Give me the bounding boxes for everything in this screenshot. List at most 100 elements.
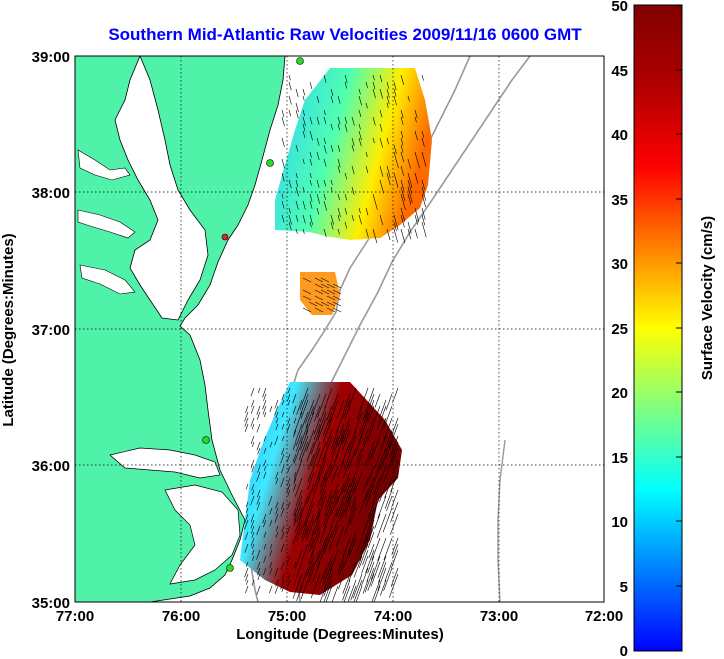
velocity-vector <box>329 399 339 424</box>
velocity-vector <box>400 130 404 139</box>
colorbar-tick-label: 0 <box>620 643 628 659</box>
velocity-vector <box>308 537 315 553</box>
velocity-vector <box>295 228 298 235</box>
velocity-vector <box>295 88 299 98</box>
colorbar-tick-label: 40 <box>611 127 628 144</box>
velocity-vector <box>386 88 390 98</box>
velocity-vector <box>256 585 261 595</box>
velocity-vector <box>365 165 369 174</box>
x-axis-label: Longitude (Degrees:Minutes) <box>236 626 444 643</box>
velocity-vector <box>358 214 362 225</box>
velocity-vector <box>269 567 273 575</box>
velocity-vector <box>385 435 393 454</box>
velocity-vector <box>263 519 267 528</box>
velocity-vector <box>275 507 279 515</box>
velocity-vector <box>414 130 418 141</box>
velocity-vector <box>320 289 330 295</box>
velocity-vector <box>274 567 279 577</box>
velocity-vector <box>325 465 333 485</box>
velocity-vector <box>386 81 390 89</box>
velocity-vector <box>358 417 369 442</box>
velocity-vector <box>337 158 341 168</box>
velocity-vector <box>335 411 345 434</box>
velocity-vector <box>351 137 355 146</box>
velocity-vector <box>301 543 309 561</box>
velocity-vector <box>392 543 399 559</box>
velocity-vector <box>322 411 333 437</box>
velocity-vector <box>348 501 357 523</box>
velocity-vector <box>293 519 297 526</box>
velocity-vector <box>393 214 399 230</box>
velocity-vector <box>341 495 351 519</box>
velocity-vector <box>308 453 315 470</box>
velocity-vector <box>366 561 375 582</box>
velocity-vector <box>373 477 381 495</box>
velocity-vector <box>304 513 315 539</box>
velocity-vector <box>379 417 387 435</box>
velocity-vector <box>358 543 369 569</box>
velocity-vector <box>359 531 369 556</box>
velocity-vector <box>281 137 285 147</box>
velocity-vector <box>323 525 333 550</box>
velocity-vector <box>311 513 321 537</box>
velocity-vector <box>385 441 393 459</box>
velocity-vector <box>310 573 321 599</box>
velocity-vector <box>317 417 327 441</box>
velocity-vector <box>421 130 425 138</box>
velocity-vector <box>344 81 348 89</box>
velocity-vector <box>367 555 375 574</box>
velocity-vector <box>400 214 405 228</box>
velocity-vector <box>365 81 368 88</box>
velocity-vector <box>257 447 261 455</box>
velocity-vector <box>347 531 357 554</box>
velocity-vector <box>281 214 285 223</box>
velocity-vector <box>309 116 313 125</box>
velocity-vector <box>275 471 279 480</box>
velocity-vector <box>330 507 339 528</box>
colorbar-tick-label: 50 <box>611 0 628 15</box>
velocity-vector <box>280 579 285 590</box>
velocity-vector <box>400 137 404 146</box>
colorbar-tick-label: 35 <box>611 192 628 209</box>
velocity-vector <box>268 495 273 506</box>
velocity-vector <box>348 483 357 505</box>
velocity-vector <box>280 453 285 464</box>
velocity-vector <box>368 417 375 434</box>
velocity-vector <box>353 555 363 578</box>
velocity-vector <box>380 465 387 481</box>
velocity-vector <box>362 549 369 566</box>
velocity-vector <box>326 295 336 301</box>
velocity-vector <box>385 393 393 411</box>
velocity-vector <box>386 165 391 179</box>
velocity-vector <box>293 561 297 568</box>
velocity-vector <box>316 537 327 563</box>
velocity-vector <box>307 561 315 579</box>
velocity-vector <box>317 483 327 507</box>
velocity-vector <box>407 228 412 240</box>
velocity-vector <box>356 453 363 469</box>
velocity-vector <box>343 489 351 507</box>
velocity-vector <box>250 519 255 529</box>
velocity-vector <box>386 172 391 186</box>
velocity-vector <box>377 405 387 430</box>
velocity-vector <box>293 459 303 482</box>
velocity-vector <box>380 453 387 470</box>
velocity-vector <box>338 501 345 518</box>
velocity-vector <box>351 144 355 152</box>
velocity-vector <box>337 123 340 131</box>
velocity-vector <box>393 81 397 91</box>
velocity-vector <box>281 423 285 430</box>
pamlico-sound <box>164 484 241 585</box>
velocity-vector <box>391 549 399 569</box>
velocity-vector <box>368 447 375 463</box>
velocity-vector <box>323 561 333 586</box>
velocity-vector <box>344 193 348 201</box>
velocity-vector <box>295 109 299 119</box>
velocity-vector <box>281 585 285 592</box>
velocity-vector <box>292 405 297 414</box>
velocity-vector <box>299 393 309 416</box>
velocity-vector <box>344 405 351 420</box>
velocity-vector <box>390 513 399 535</box>
velocity-vector <box>349 471 357 488</box>
velocity-vector <box>323 200 328 211</box>
